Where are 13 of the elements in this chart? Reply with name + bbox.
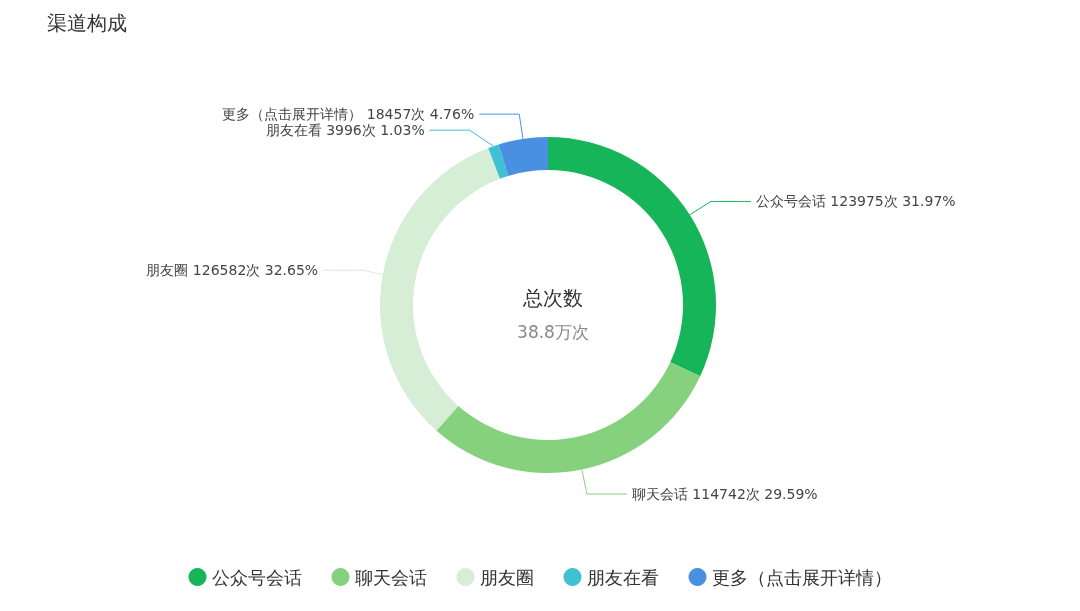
text: 38.8万次 xyxy=(517,321,589,342)
legend-label: 更多（点击展开详情） xyxy=(711,566,892,588)
category-label: 更多（点击展开详情） 18457次 4.76% xyxy=(222,106,475,123)
legend-label: 朋友在看 xyxy=(586,566,659,588)
legend-label: 朋友圈 xyxy=(479,566,534,588)
legend-label: 聊天会话 xyxy=(354,566,427,588)
chart-title: 渠道构成 xyxy=(47,11,127,35)
text: 总次数 xyxy=(522,286,583,310)
category-label: 朋友圈 126582次 32.65% xyxy=(146,262,319,279)
category-label: 朋友在看 3996次 1.03% xyxy=(265,122,425,139)
category-label: 聊天会话 114742次 29.59% xyxy=(631,486,818,503)
category-label: 公众号会话 123975次 31.97% xyxy=(755,193,956,210)
legend-label: 公众号会话 xyxy=(211,566,302,588)
